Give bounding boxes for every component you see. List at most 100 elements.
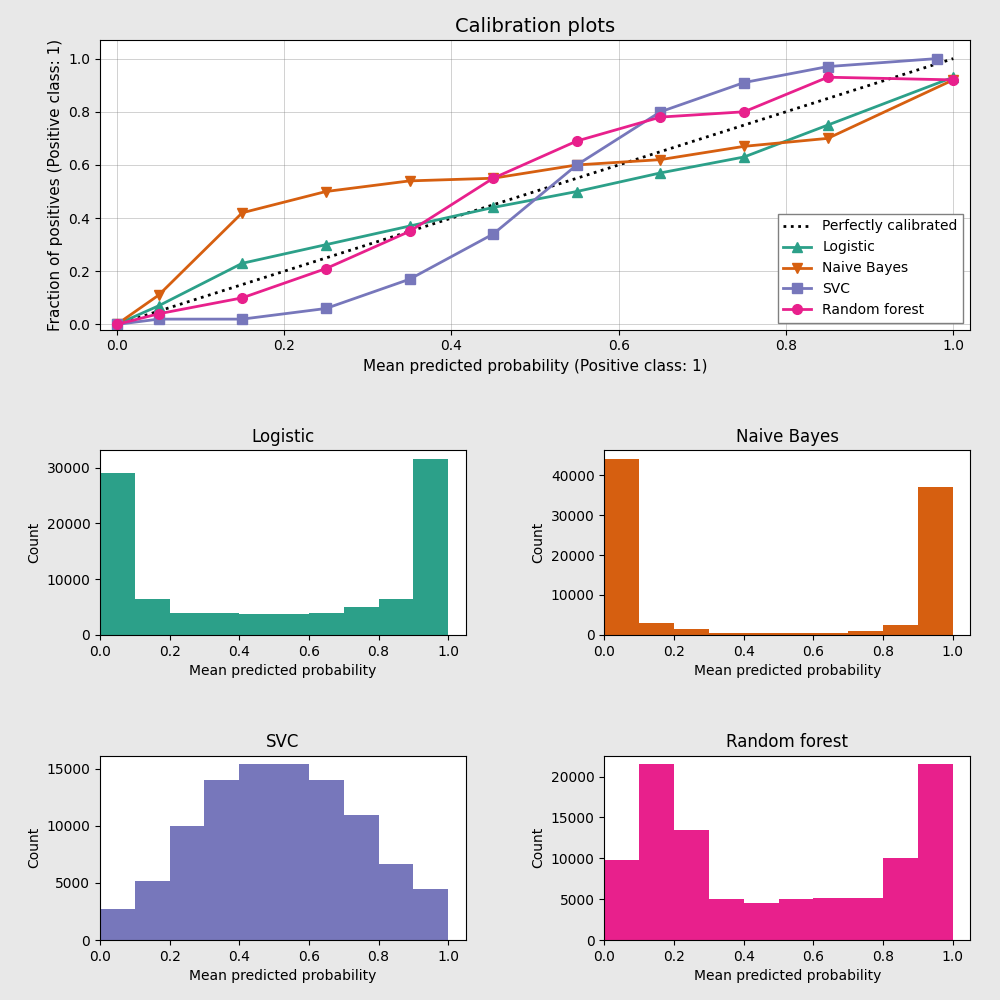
Line: Naive Bayes: Naive Bayes	[112, 75, 958, 329]
Bar	[170, 613, 204, 635]
Title: Random forest: Random forest	[726, 733, 848, 751]
Bar	[413, 459, 448, 635]
Bar	[204, 613, 239, 635]
Bar	[379, 599, 413, 635]
Random forest	[404, 225, 416, 237]
Bar	[274, 614, 309, 635]
Bar	[744, 633, 779, 635]
Bar	[918, 487, 953, 635]
Bar	[848, 898, 883, 940]
Logistic	[111, 318, 123, 330]
Random forest	[822, 71, 834, 83]
Bar	[639, 764, 674, 940]
Bar	[309, 780, 344, 940]
Line: Logistic: Logistic	[112, 72, 958, 329]
Random forest	[738, 106, 750, 118]
Random forest	[111, 318, 123, 330]
Bar	[709, 633, 744, 635]
Naive Bayes	[153, 289, 165, 301]
Logistic	[153, 300, 165, 312]
Bar	[100, 473, 135, 635]
Logistic	[404, 220, 416, 232]
Naive Bayes	[111, 318, 123, 330]
X-axis label: Mean predicted probability: Mean predicted probability	[694, 969, 881, 983]
Line: Random forest: Random forest	[112, 72, 958, 329]
X-axis label: Mean predicted probability (Positive class: 1): Mean predicted probability (Positive cla…	[363, 359, 707, 374]
SVC	[111, 318, 123, 330]
Random forest	[571, 135, 583, 147]
Bar	[848, 631, 883, 635]
Random forest	[236, 292, 248, 304]
Bar	[744, 903, 779, 940]
SVC	[822, 61, 834, 73]
Random forest	[654, 111, 666, 123]
Bar	[639, 623, 674, 635]
Bar	[604, 860, 639, 940]
SVC	[571, 159, 583, 171]
Y-axis label: Count: Count	[27, 522, 41, 563]
X-axis label: Mean predicted probability: Mean predicted probability	[189, 969, 376, 983]
Naive Bayes	[487, 172, 499, 184]
Bar	[674, 830, 709, 940]
Title: Naive Bayes: Naive Bayes	[736, 428, 839, 446]
SVC	[236, 313, 248, 325]
Naive Bayes	[571, 159, 583, 171]
Title: Logistic: Logistic	[251, 428, 314, 446]
Title: Calibration plots: Calibration plots	[455, 17, 615, 36]
Bar	[344, 607, 379, 635]
SVC	[654, 106, 666, 118]
Bar	[170, 826, 204, 940]
Bar	[239, 614, 274, 635]
Bar	[135, 599, 170, 635]
Logistic	[236, 257, 248, 269]
Logistic	[571, 186, 583, 198]
Bar	[674, 629, 709, 635]
Random forest	[947, 74, 959, 86]
Naive Bayes	[822, 132, 834, 144]
Logistic	[822, 119, 834, 131]
Naive Bayes	[236, 207, 248, 219]
Line: SVC: SVC	[112, 54, 941, 329]
Bar	[239, 764, 274, 940]
SVC	[404, 273, 416, 285]
Bar	[100, 909, 135, 940]
Bar	[344, 815, 379, 940]
Naive Bayes	[947, 74, 959, 86]
Random forest	[153, 308, 165, 320]
Bar	[135, 881, 170, 940]
Title: SVC: SVC	[266, 733, 299, 751]
Random forest	[487, 172, 499, 184]
Bar	[918, 764, 953, 940]
SVC	[320, 302, 332, 314]
Y-axis label: Count: Count	[531, 522, 545, 563]
Y-axis label: Count: Count	[531, 827, 545, 868]
SVC	[931, 53, 943, 65]
Naive Bayes	[404, 175, 416, 187]
X-axis label: Mean predicted probability: Mean predicted probability	[694, 664, 881, 678]
Bar	[309, 613, 344, 635]
Naive Bayes	[738, 140, 750, 152]
Bar	[413, 889, 448, 940]
Bar	[883, 858, 918, 940]
Naive Bayes	[654, 154, 666, 166]
Bar	[883, 625, 918, 635]
SVC	[738, 77, 750, 89]
Bar	[709, 899, 744, 940]
SVC	[487, 228, 499, 240]
Random forest	[320, 263, 332, 275]
Naive Bayes	[320, 186, 332, 198]
Legend: Perfectly calibrated, Logistic, Naive Bayes, SVC, Random forest: Perfectly calibrated, Logistic, Naive Ba…	[778, 214, 963, 323]
Y-axis label: Fraction of positives (Positive class: 1): Fraction of positives (Positive class: 1…	[48, 39, 63, 331]
Logistic	[320, 239, 332, 251]
Logistic	[487, 201, 499, 213]
Bar	[274, 764, 309, 940]
Bar	[813, 898, 848, 940]
Logistic	[738, 151, 750, 163]
Bar	[604, 459, 639, 635]
Bar	[813, 633, 848, 635]
Y-axis label: Count: Count	[27, 827, 41, 868]
Logistic	[654, 167, 666, 179]
Logistic	[947, 71, 959, 83]
Bar	[379, 864, 413, 940]
Bar	[779, 899, 813, 940]
